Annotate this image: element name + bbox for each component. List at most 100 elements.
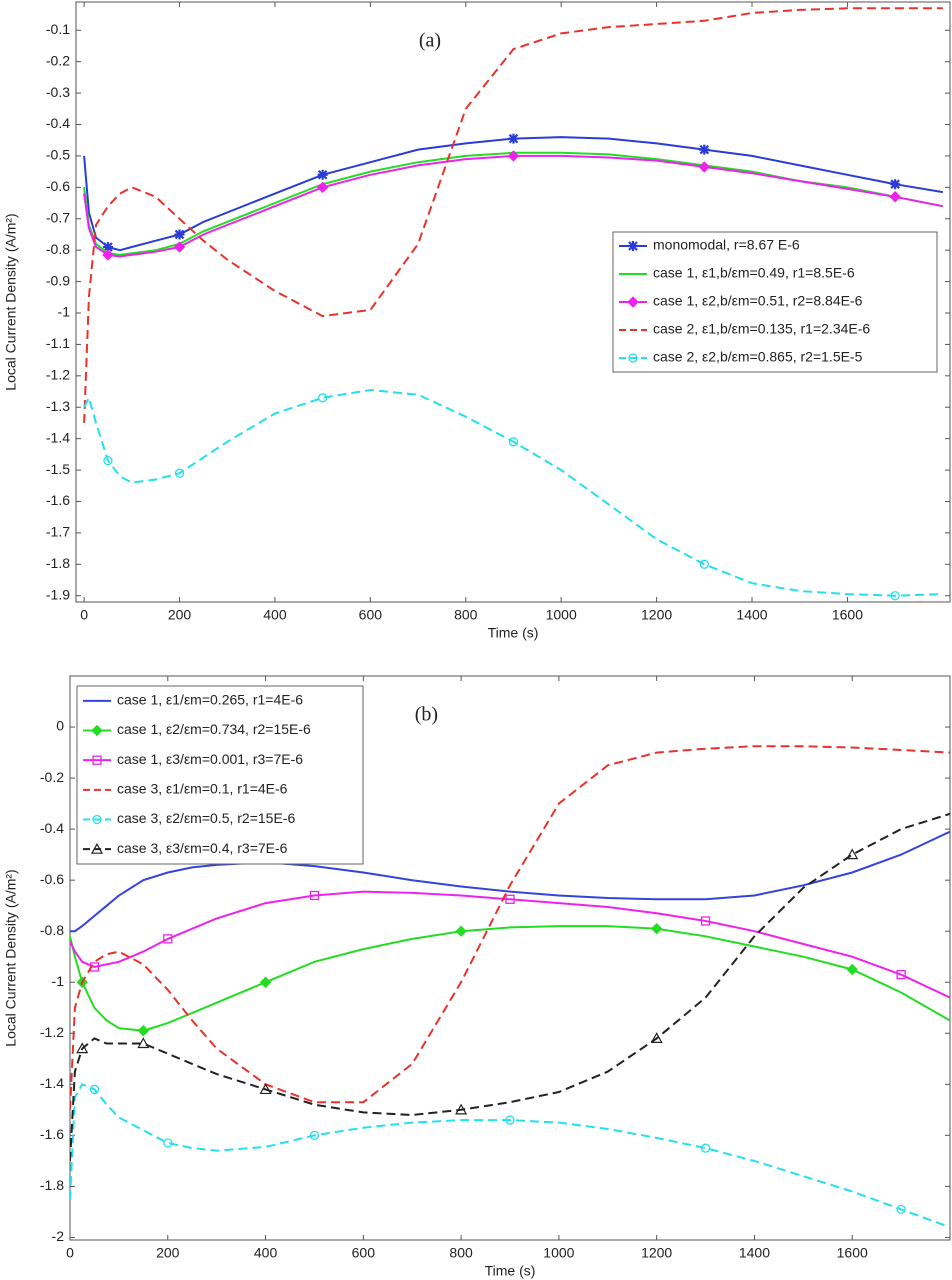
legend-label: case 1, ε2,b/εm=0.51, r2=8.84E-6 [653,293,863,309]
marker [455,1103,468,1115]
marker [896,969,906,980]
series-line [70,812,950,1161]
series-line [83,151,943,256]
y-tick-label: -0.6 [46,178,70,194]
panel-label: (a) [419,30,441,52]
marker [92,814,102,825]
y-tick-label: -0.9 [46,272,70,288]
legend-box [612,231,938,373]
marker [76,1042,89,1054]
marker [890,591,900,601]
y-tick-label: -1 [58,304,71,320]
y-tick-label: -1.7 [46,524,70,540]
y-tick-label: -1.8 [40,1177,64,1193]
x-tick-label: 1200 [641,607,672,623]
x-tick-label: 1200 [641,1245,672,1261]
y-tick-label: -1.4 [46,429,70,445]
marker [316,181,329,194]
legend-label: case 2, ε2,b/εm=0.865, r2=1.5E-5 [653,349,863,365]
legend-box [76,685,364,865]
x-tick-label: 600 [352,1245,376,1261]
y-tick-label: -0.8 [46,241,70,257]
y-tick-label: -0.8 [40,922,64,938]
series-line [70,830,950,933]
y-axis-title: Local Current Density (A/m²) [3,213,19,390]
legend-label: case 1, ε1/εm=0.265, r1=4E-6 [117,692,303,708]
marker [92,755,102,765]
marker [174,468,185,478]
marker [317,393,328,403]
y-tick-label: -2 [52,1228,65,1244]
legend-label: case 1, ε2/εm=0.734, r2=15E-6 [117,721,311,737]
x-tick-label: 600 [359,607,383,623]
y-tick-label: -0.4 [46,115,70,131]
marker [698,161,711,173]
marker [627,296,639,308]
y-tick-label: -0.5 [46,147,70,163]
x-tick-label: 200 [168,607,192,623]
marker [890,179,901,190]
marker [174,229,185,240]
marker [137,1037,150,1049]
legend-label: case 3, ε2/εm=0.5, r2=15E-6 [117,810,295,826]
x-tick-label: 0 [66,1245,74,1261]
legend-label: monomodal, r=8.67 E-6 [653,237,800,253]
y-tick-label: -1.1 [46,335,70,351]
marker [102,242,113,253]
marker [91,724,103,737]
marker [259,976,272,988]
y-tick-label: -1.2 [40,1024,64,1040]
series-line [70,1083,950,1229]
marker [89,1084,100,1095]
panel-label: (b) [415,704,438,726]
marker [508,437,519,447]
y-tick-label: -1.3 [46,398,70,414]
marker [896,1204,906,1215]
x-tick-label: 1000 [543,1245,574,1261]
y-tick-label: -1.2 [46,367,70,383]
marker [699,559,709,569]
marker [628,353,638,363]
x-axis-title: Time (s) [488,625,539,641]
marker [317,169,328,180]
x-tick-label: 1600 [832,607,863,623]
y-tick-label: -1.6 [46,492,70,508]
marker [699,144,710,155]
y-tick-label: -1.5 [46,461,70,477]
plot-lines [70,745,950,1229]
x-tick-label: 1400 [736,607,767,623]
marker [628,241,638,251]
x-tick-label: 400 [263,607,287,623]
marker [309,890,320,901]
marker [846,963,858,976]
marker [700,1143,711,1153]
series-line [83,388,943,597]
x-tick-label: 800 [454,607,478,623]
y-tick-label: -1 [52,973,65,989]
legend-label: case 3, ε1/εm=0.1, r1=4E-6 [117,781,288,797]
y-tick-label: -0.6 [40,871,64,887]
marker [650,922,663,935]
y-tick-label: -0.2 [46,52,70,68]
legend-label: case 1, ε3/εm=0.001, r3=7E-6 [117,751,303,767]
marker [455,925,467,937]
marker [508,133,519,144]
marker [102,249,114,261]
series-line [70,925,950,1032]
y-tick-label: 0 [56,718,64,734]
y-tick-label: -1.9 [46,586,70,602]
legend-label: case 3, ε3/εm=0.4, r3=7E-6 [117,840,288,856]
marker [889,191,901,203]
marker [163,934,173,944]
x-tick-label: 1400 [739,1245,770,1261]
legend-label: case 2, ε1,b/εm=0.135, r1=2.34E-6 [653,321,870,337]
marker [173,241,186,253]
y-tick-label: -0.1 [46,21,70,37]
marker [700,916,711,926]
plot-lines [83,7,943,601]
series-line [70,745,950,1110]
marker [259,1083,272,1095]
y-tick-label: -1.8 [46,555,70,571]
marker [505,894,515,904]
y-tick-label: -1.6 [40,1126,64,1142]
